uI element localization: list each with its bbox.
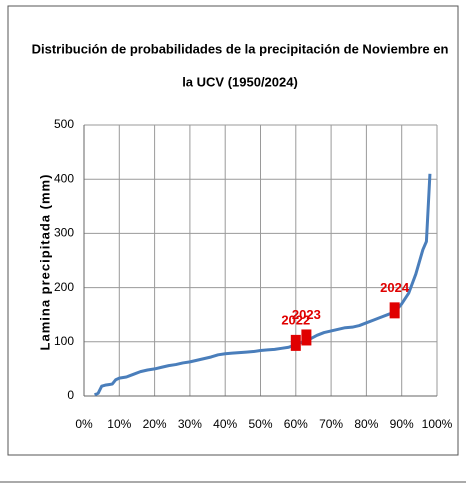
x-tick-label: 60% <box>284 417 308 431</box>
highlight-marker <box>301 329 312 346</box>
x-tick-label: 40% <box>213 417 237 431</box>
x-tick-label: 30% <box>178 417 202 431</box>
x-tick-label: 70% <box>319 417 343 431</box>
y-tick-label: 0 <box>67 388 74 402</box>
x-tick-label: 90% <box>390 417 414 431</box>
chart-frame <box>7 5 459 456</box>
x-tick-label: 0% <box>75 417 93 431</box>
y-tick-label: 200 <box>54 280 74 294</box>
highlight-label: 2022 <box>281 312 310 327</box>
y-tick-label: 300 <box>54 226 74 240</box>
y-tick-label: 100 <box>54 334 74 348</box>
x-tick-label: 20% <box>143 417 167 431</box>
chart-title: la UCV (1950/2024) <box>182 74 298 89</box>
y-axis-label: Lamina precipitada (mm) <box>37 174 52 351</box>
data-line <box>93 173 432 397</box>
x-tick-label: 50% <box>248 417 272 431</box>
highlight-label: 2024 <box>380 280 410 295</box>
x-tick-label: 10% <box>107 417 131 431</box>
y-tick-label: 400 <box>54 171 74 185</box>
y-tick-label: 500 <box>54 117 74 131</box>
x-tick-label: 80% <box>354 417 378 431</box>
highlight-marker <box>290 334 301 351</box>
x-tick-label: 100% <box>422 417 453 431</box>
highlight-label: 2023 <box>292 307 321 322</box>
chart-title: Distribución de probabilidades de la pre… <box>32 41 449 56</box>
highlight-marker <box>389 302 400 319</box>
